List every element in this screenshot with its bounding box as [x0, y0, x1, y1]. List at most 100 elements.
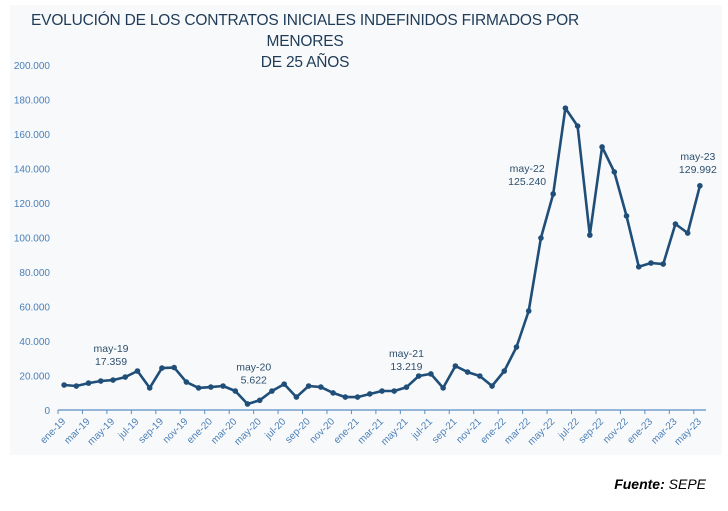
data-point — [379, 388, 385, 394]
x-tick-label: sep-20 — [283, 416, 313, 446]
source-note: Fuente: SEPE — [614, 476, 706, 492]
y-tick-label: 180.000 — [14, 96, 51, 107]
annotation-label: may-19 — [94, 343, 129, 355]
data-point — [183, 379, 190, 385]
x-tick-label: nov-19 — [161, 416, 191, 446]
data-point — [660, 261, 667, 267]
data-point — [110, 377, 116, 383]
data-point — [293, 394, 300, 400]
data-point — [464, 369, 471, 375]
x-tick-label: sep-19 — [137, 416, 167, 446]
annotation-label: may-23 — [680, 151, 715, 163]
x-tick-label: nov-21 — [455, 416, 485, 446]
data-point — [256, 397, 263, 404]
x-tick-label: sep-22 — [577, 416, 607, 446]
series-group — [61, 105, 703, 407]
chart-panel — [10, 5, 722, 455]
data-point — [269, 388, 275, 394]
data-point — [330, 390, 336, 396]
y-tick-label: 200.000 — [14, 61, 51, 72]
data-point — [672, 221, 679, 227]
data-point — [318, 384, 324, 390]
x-tick-label: may-23 — [673, 416, 705, 448]
x-tick-label: sep-21 — [430, 416, 460, 446]
data-point — [623, 213, 630, 219]
data-point — [281, 381, 287, 387]
data-point — [122, 374, 129, 380]
x-tick-label: may-21 — [379, 416, 411, 448]
data-point — [61, 382, 67, 388]
data-point — [525, 308, 532, 314]
annotation-value: 17.359 — [95, 356, 127, 368]
data-point — [354, 394, 361, 400]
data-point — [97, 378, 104, 384]
data-point — [134, 368, 141, 374]
data-point — [195, 385, 202, 391]
annotation-label: may-20 — [236, 361, 271, 373]
y-axis: 0 20.000 40.000 60.000 80.000 100.000 120.000 1… — [14, 61, 51, 417]
annotation-label: may-22 — [510, 163, 545, 175]
data-point — [611, 169, 618, 175]
chart-title: EVOLUCIÓN DE LOS CONTRATOS INICIALES IND… — [10, 10, 600, 73]
annotation-value: 5.622 — [241, 374, 267, 386]
annotation-value: 125.240 — [508, 176, 546, 188]
y-tick-label: 40.000 — [19, 337, 50, 348]
data-point — [342, 394, 349, 400]
y-tick-label: 100.000 — [14, 234, 51, 245]
data-point — [538, 235, 544, 241]
data-point — [159, 365, 165, 371]
data-point — [513, 344, 520, 350]
x-tick-label: may-19 — [86, 416, 118, 448]
y-tick-label: 160.000 — [14, 130, 51, 141]
y-tick-label: 120.000 — [14, 199, 51, 210]
data-point — [684, 230, 691, 236]
data-point — [366, 391, 373, 397]
y-tick-label: 60.000 — [19, 303, 50, 314]
x-tick-label: may-22 — [526, 416, 558, 448]
data-point — [391, 388, 398, 394]
data-point — [244, 401, 251, 407]
data-point — [73, 383, 80, 389]
annotation-value: 13.219 — [390, 361, 422, 373]
data-point — [635, 264, 642, 270]
x-tick-label: nov-20 — [308, 416, 338, 446]
data-point — [599, 144, 605, 150]
annotation-value: 129.992 — [679, 164, 717, 176]
chart-title-line-1: EVOLUCIÓN DE LOS CONTRATOS INICIALES IND… — [31, 12, 579, 50]
data-point — [220, 383, 226, 389]
y-tick-label: 80.000 — [19, 268, 50, 279]
data-point — [440, 385, 446, 391]
data-point — [403, 384, 410, 390]
y-tick-label: 0 — [44, 406, 50, 417]
data-point — [489, 383, 495, 389]
data-point — [305, 383, 312, 389]
x-tick-label: may-20 — [232, 416, 264, 448]
data-point — [452, 363, 459, 369]
data-point — [550, 191, 556, 197]
data-point — [562, 105, 569, 111]
data-point — [587, 232, 593, 238]
x-tick-label: nov-22 — [601, 416, 631, 446]
data-point — [477, 373, 483, 379]
data-point — [697, 182, 703, 189]
data-point — [208, 384, 214, 390]
data-point — [574, 123, 581, 129]
data-point — [428, 371, 434, 377]
series-line — [63, 106, 702, 406]
source-value: SEPE — [668, 476, 706, 492]
data-point — [232, 388, 239, 394]
source-label: Fuente: — [614, 476, 665, 492]
data-point — [85, 380, 92, 386]
data-point — [415, 373, 422, 379]
annotation-label: may-21 — [389, 348, 424, 360]
data-point — [146, 385, 153, 391]
y-tick-label: 140.000 — [14, 165, 51, 176]
data-point — [648, 260, 654, 266]
y-tick-label: 20.000 — [19, 372, 50, 383]
data-point — [501, 368, 508, 374]
chart-title-line-2: DE 25 AÑOS — [260, 54, 350, 71]
data-point — [171, 364, 177, 371]
